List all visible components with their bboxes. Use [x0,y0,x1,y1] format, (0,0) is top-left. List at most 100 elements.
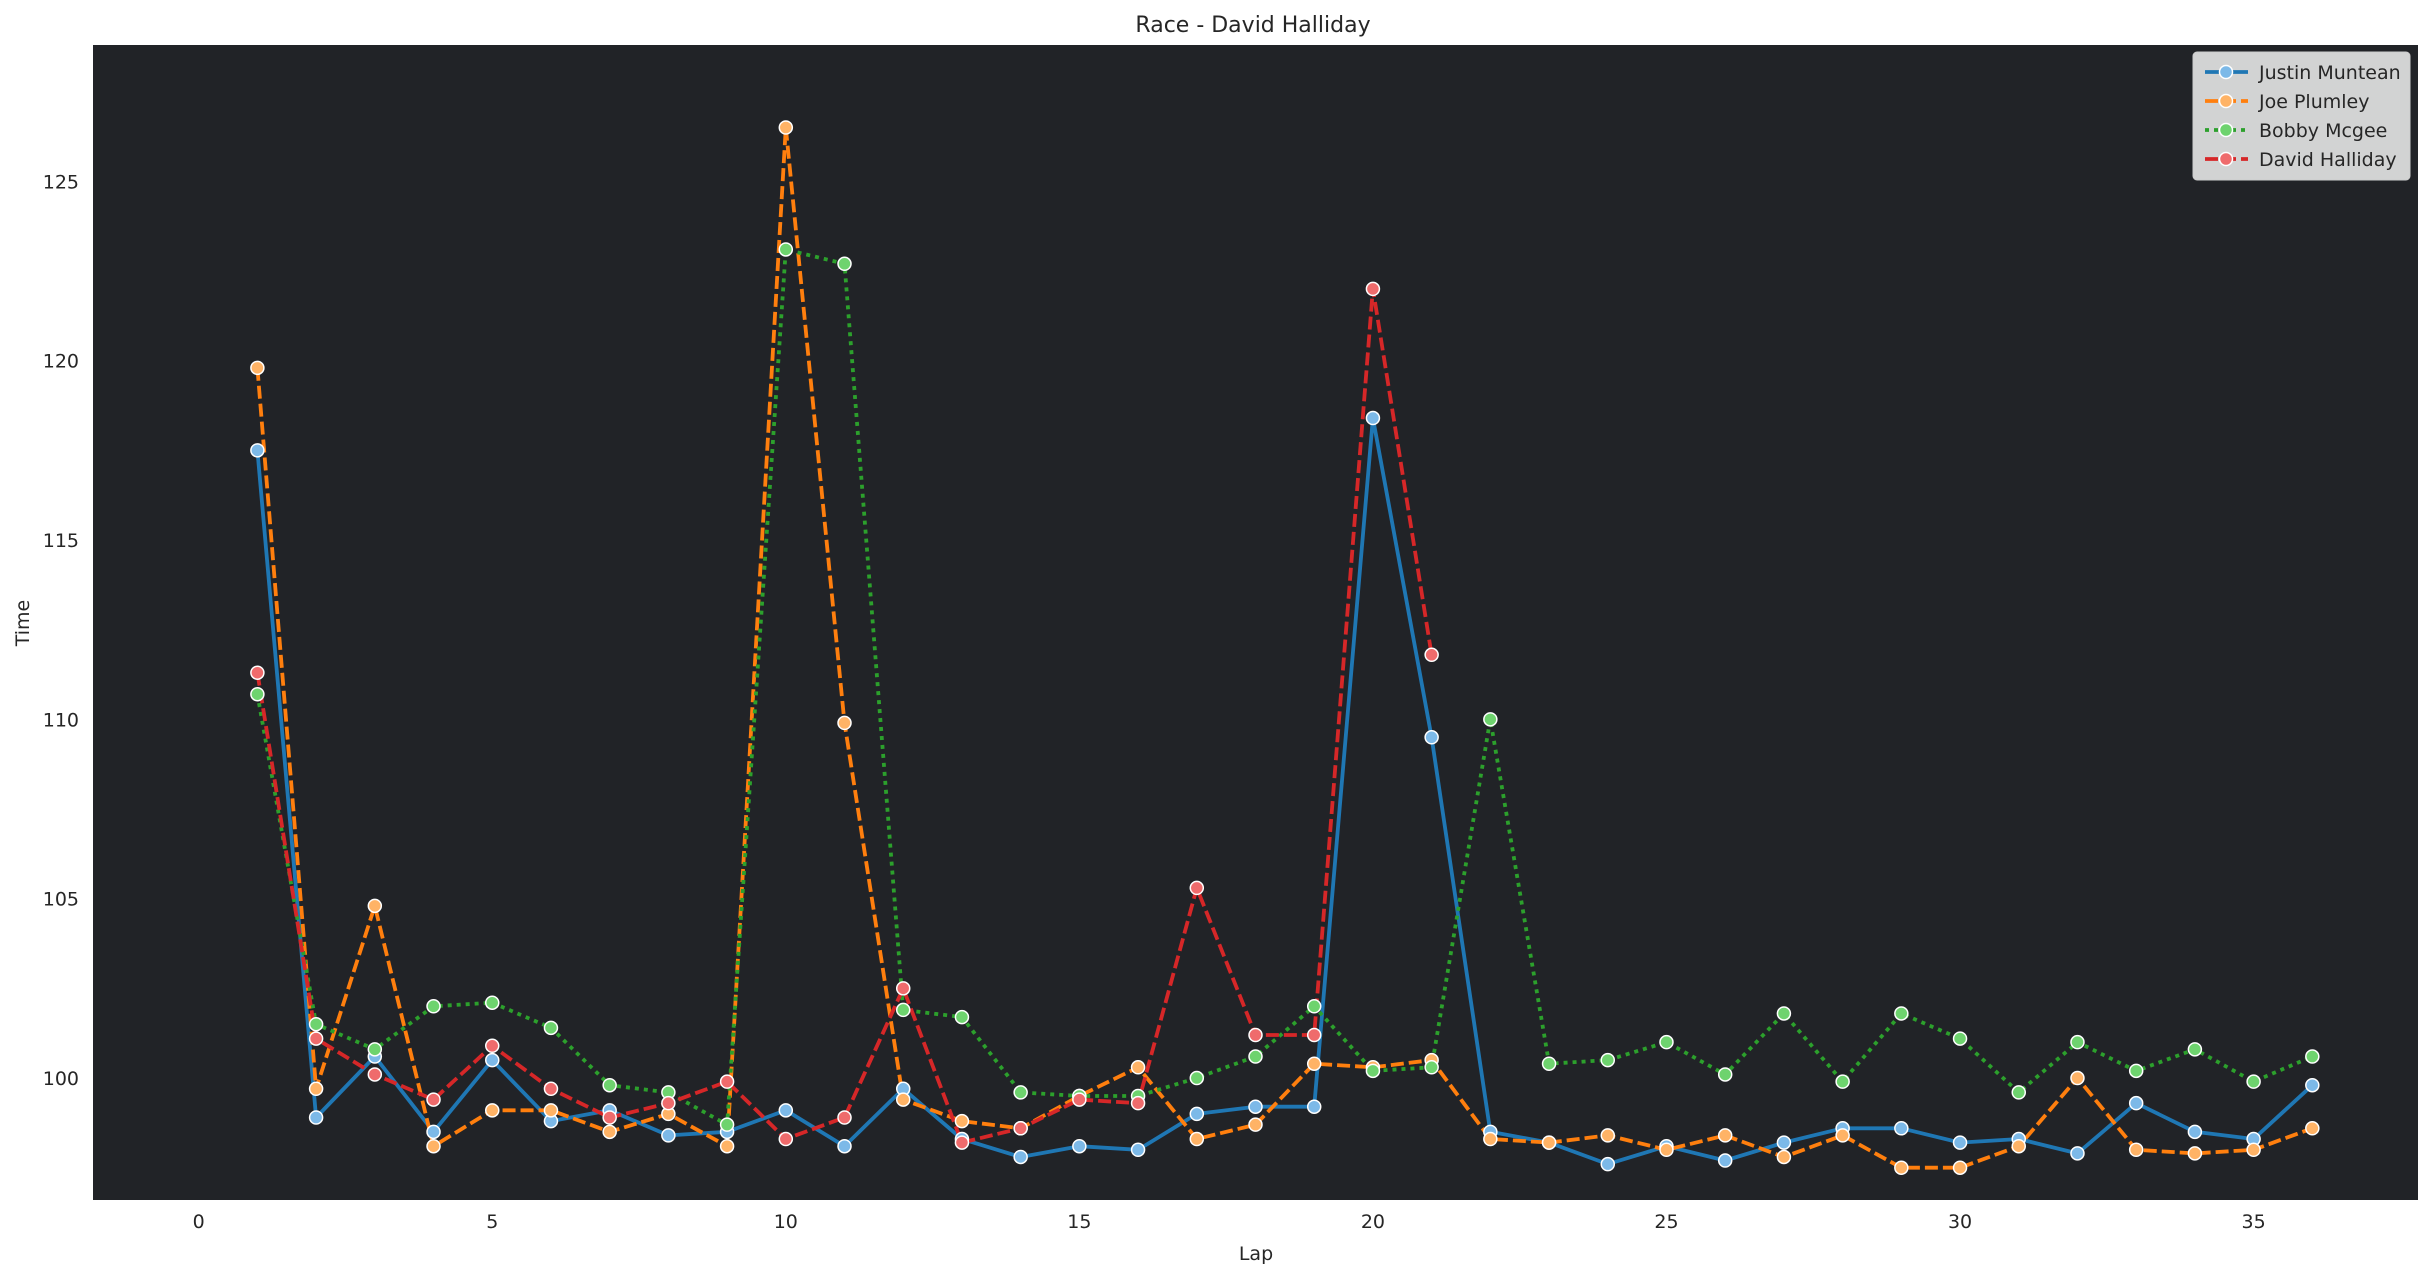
data-point [1541,1056,1557,1071]
data-point [2305,1077,2320,1093]
data-point [1072,1138,1087,1154]
data-point [895,1092,911,1107]
series-line-2 [255,125,2313,1170]
legend: Justin Muntean Joe Plumley Bobby Mcgee Davi… [2192,51,2411,181]
data-point [1717,1153,1733,1168]
data-point [602,1110,617,1125]
data-point [1248,1117,1263,1132]
data-point [2011,1138,2027,1154]
data-point [602,1124,617,1140]
data-point [484,1038,500,1054]
data-point [543,1081,559,1097]
data-point [1483,1131,1498,1147]
data-point [895,981,911,996]
data-point [778,1131,794,1147]
data-point [2128,1063,2144,1079]
data-point [543,1103,559,1118]
data-point [1306,999,1322,1014]
data-point [1424,730,1439,745]
data-point [426,1092,441,1107]
data-point [2187,1146,2203,1161]
data-point [308,1110,324,1125]
x-tick-label: 25 [1654,1211,1678,1233]
data-point [1130,1095,1146,1111]
data-point [1776,1149,1792,1165]
data-point [1659,1142,1674,1158]
data-point [2187,1042,2203,1057]
data-point [484,1103,500,1118]
data-point [2305,1049,2320,1064]
data-point [778,120,794,135]
data-point [1306,1099,1322,1114]
data-point [426,1138,441,1154]
data-point [602,1077,617,1093]
series-lines [255,125,2314,1170]
y-tick-label: 115 [43,530,79,552]
data-point [426,999,441,1014]
data-point [1424,647,1439,663]
data-point [661,1095,676,1111]
data-point [1306,1056,1322,1071]
legend-label: Joe Plumley [2258,91,2369,113]
data-point [1894,1160,1909,1175]
data-point [837,715,852,731]
x-tick-label: 30 [1948,1211,1972,1233]
legend-label: Bobby Mcgee [2259,120,2387,142]
data-point [954,1135,970,1150]
x-tick-label: 5 [486,1211,498,1233]
data-point [1424,1060,1439,1075]
data-point [1189,880,1205,896]
data-point [2187,1124,2203,1140]
data-point [837,256,852,272]
y-tick-label: 125 [43,171,79,193]
data-point [2128,1142,2144,1158]
data-point [367,1067,383,1082]
y-axis-label: Time [12,600,34,648]
data-point [1894,1121,1909,1136]
data-point [1365,410,1381,426]
data-point [1189,1070,1205,1086]
data-point [2128,1095,2144,1111]
data-point [426,1124,441,1140]
data-point [1659,1034,1674,1050]
legend-label: David Halliday [2259,149,2397,171]
data-point [719,1117,735,1132]
data-point [1130,1060,1146,1075]
data-point [1248,1027,1263,1043]
data-point [719,1074,735,1089]
x-tick-label: 0 [193,1211,205,1233]
data-point [308,1031,324,1046]
data-point [1541,1135,1557,1150]
series-line-4 [255,286,1434,1145]
y-tick-label: 100 [43,1068,79,1090]
data-point [1072,1092,1087,1107]
data-point [895,1002,911,1018]
series-markers [250,120,2320,1175]
data-point [250,360,265,376]
plot-area [93,45,2418,1200]
y-axis: 100 105 110 115 120 125 [43,171,79,1090]
data-point [1717,1128,1733,1143]
data-point [250,443,265,458]
x-tick-label: 20 [1361,1211,1385,1233]
data-point [1952,1031,1968,1046]
x-tick-label: 35 [2242,1211,2266,1233]
data-point [719,1138,735,1154]
data-point [1306,1027,1322,1043]
data-point [1013,1085,1028,1100]
data-point [1365,1063,1381,1079]
y-tick-label: 120 [43,351,79,373]
legend-marker [2218,151,2234,167]
data-point [661,1128,676,1143]
legend-marker [2218,93,2234,109]
data-point [1189,1106,1205,1122]
data-point [1248,1099,1263,1114]
y-tick-label: 110 [43,709,79,731]
data-point [1013,1121,1028,1136]
series-line-3 [255,247,2314,1127]
x-axis-label: Lap [1239,1243,1273,1265]
data-point [1365,281,1381,297]
data-point [2070,1034,2085,1050]
data-point [1189,1131,1205,1147]
